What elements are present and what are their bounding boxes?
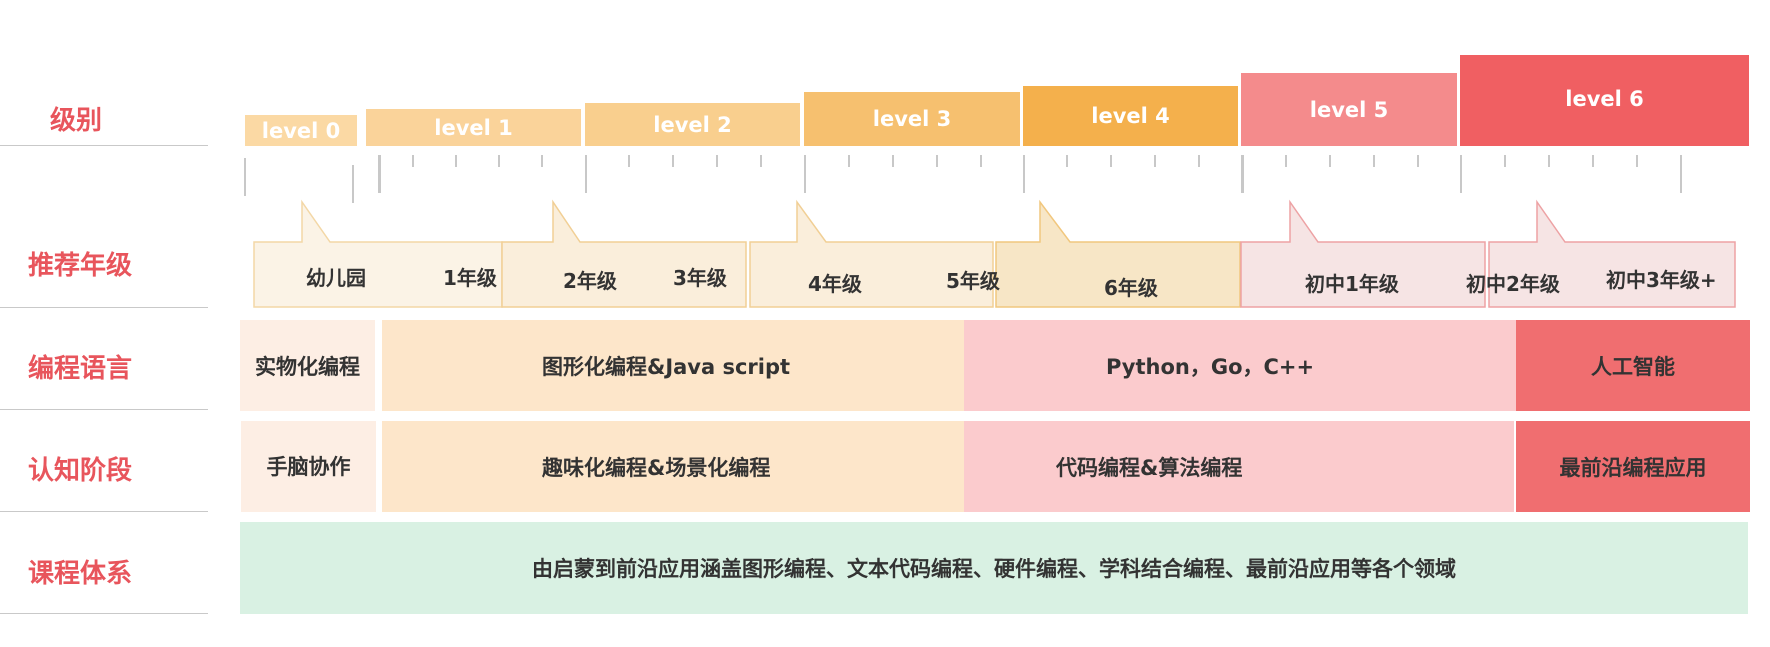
row-divider [0,307,208,308]
stage-code-algorithm: 代码编程&算法编程 [964,421,1514,512]
stage-frontier: 最前沿编程应用 [1516,421,1750,512]
grade-4: 4年级 [808,272,862,296]
grade-bubble-grade1-3 [501,199,747,308]
level-2-bar: level 2 [585,103,800,146]
row-divider [0,409,208,410]
row-label-language: 编程语言 [28,354,133,384]
level-3-bar: level 3 [804,92,1020,146]
grade-2: 2年级 [563,269,617,293]
level-6-bar: level 6 [1460,55,1749,146]
grade-bubble-kindergarten [253,199,503,308]
row-label-cognition: 认知阶段 [28,456,133,486]
row-divider [0,145,208,146]
row-divider [0,511,208,512]
grade-bubble-junior1 [1240,199,1486,308]
stage-hand-brain: 手脑协作 [241,421,376,512]
grade-6: 6年级 [1104,276,1158,300]
language-ai: 人工智能 [1516,320,1750,411]
grade-bubble-junior2-3 [1488,199,1736,308]
row-label-curriculum: 课程体系 [28,559,133,589]
row-label-grade: 推荐年级 [28,251,133,281]
language-graphical-js: 图形化编程&Java script [382,320,964,411]
grade-bubble-grade4-5 [749,199,994,308]
grade-junior-3-plus: 初中3年级+ [1606,268,1717,292]
language-physical: 实物化编程 [240,320,375,411]
level-1-bar: level 1 [366,109,581,146]
stage-fun-scenario: 趣味化编程&场景化编程 [382,421,964,512]
grade-3: 3年级 [673,266,727,290]
grade-junior-2: 初中2年级 [1466,272,1560,296]
grade-junior-1: 初中1年级 [1305,272,1399,296]
grade-kindergarten: 幼儿园 [306,266,366,290]
row-divider [0,613,208,614]
grade-bubble-grade6 [995,199,1241,308]
row-label-level: 级别 [50,106,103,136]
level-4-bar: level 4 [1023,86,1238,146]
grade-1: 1年级 [443,266,497,290]
grade-5: 5年级 [946,269,1000,293]
level-0-bar: level 0 [245,115,357,146]
grade-callouts [253,199,1736,308]
language-python-go-cpp: Python，Go，C++ [964,320,1516,411]
curriculum-band: 由启蒙到前沿应用涵盖图形编程、文本代码编程、硬件编程、学科结合编程、最前沿应用等… [240,522,1748,614]
level-5-bar: level 5 [1241,73,1457,146]
